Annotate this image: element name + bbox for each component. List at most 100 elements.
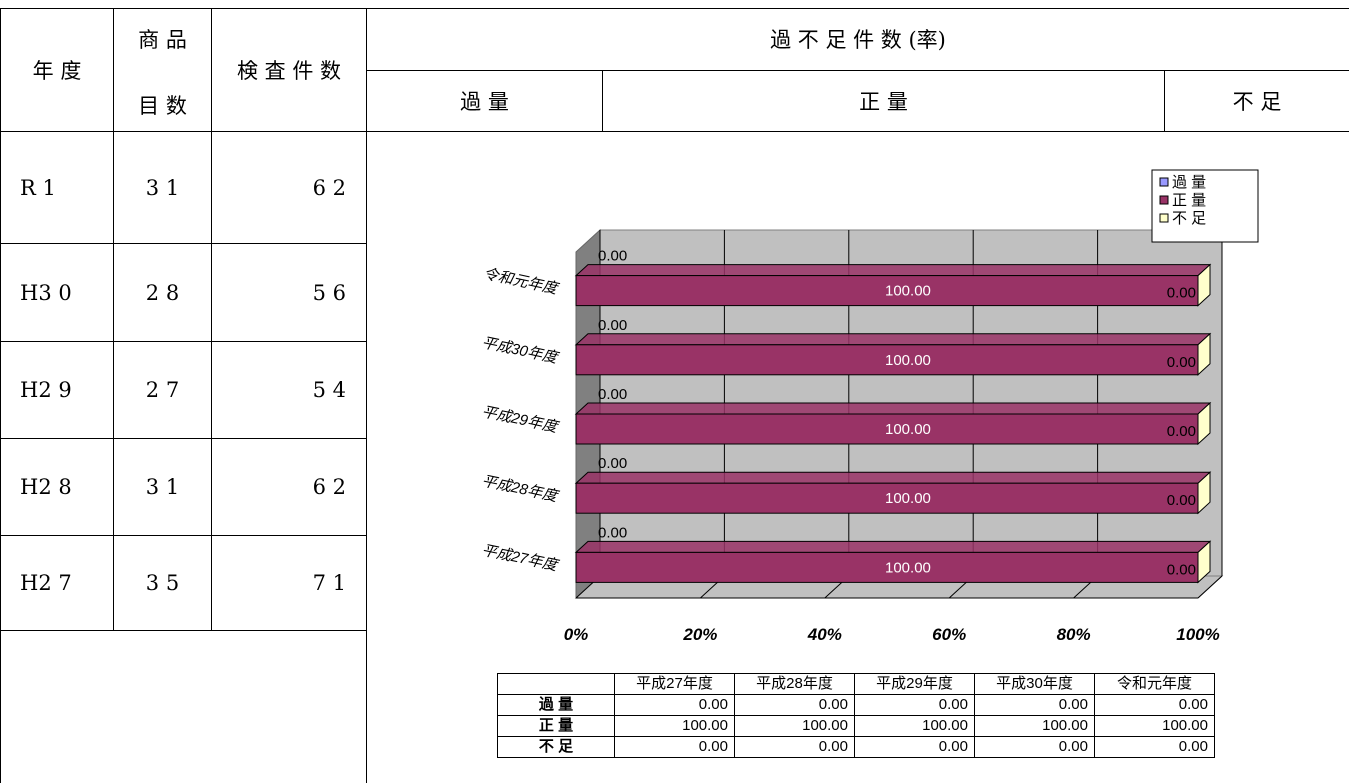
bar-end-face bbox=[1197, 540, 1211, 584]
data-label: 0.00 bbox=[1167, 285, 1196, 302]
cell-value: 100.00 bbox=[854, 715, 975, 737]
x-tick-label: 40% bbox=[807, 625, 842, 644]
data-label: 0.00 bbox=[598, 386, 627, 403]
cell-value: 100.00 bbox=[614, 715, 735, 737]
column-header: 平成28年度 bbox=[734, 673, 855, 695]
bar-top bbox=[574, 333, 1212, 346]
x-tick-label: 80% bbox=[1057, 625, 1091, 644]
row-items: 3 5 bbox=[145, 571, 180, 595]
data-label: 100.00 bbox=[885, 352, 931, 369]
table-row: 正 量 100.00 100.00 100.00 100.00 100.00 bbox=[497, 715, 1215, 737]
cell-value: 100.00 bbox=[974, 715, 1095, 737]
cell-value: 0.00 bbox=[1094, 736, 1215, 758]
cell-value: 100.00 bbox=[734, 715, 855, 737]
legend-swatch bbox=[1159, 213, 1169, 223]
row-year: H2 9 bbox=[20, 378, 72, 402]
header-proper: 正 量 bbox=[859, 90, 908, 114]
cell-value: 100.00 bbox=[1094, 715, 1215, 737]
legend-swatch bbox=[1159, 195, 1169, 205]
legend-label: 正 量 bbox=[1172, 192, 1206, 209]
row-items: 2 7 bbox=[145, 378, 180, 402]
legend-swatch bbox=[1159, 177, 1169, 187]
data-label: 0.00 bbox=[1167, 354, 1196, 371]
row-year: R 1 bbox=[20, 175, 56, 200]
bar-top bbox=[574, 402, 1212, 415]
legend-box bbox=[1151, 169, 1259, 243]
category-label: 平成29年度 bbox=[480, 403, 560, 436]
category-label: 平成27年度 bbox=[480, 542, 560, 575]
bar bbox=[575, 344, 1199, 376]
header-items-bottom: 目 数 bbox=[138, 94, 187, 118]
table-row: 不 足 0.00 0.00 0.00 0.00 0.00 bbox=[497, 736, 1215, 758]
row-items: 3 1 bbox=[145, 175, 180, 200]
column-header: 平成27年度 bbox=[614, 673, 735, 695]
row-items: 3 1 bbox=[145, 475, 180, 499]
legend-label: 過 量 bbox=[1172, 174, 1206, 191]
column-header: 平成30年度 bbox=[974, 673, 1095, 695]
bar-top bbox=[574, 540, 1212, 553]
column-header: 平成29年度 bbox=[854, 673, 975, 695]
header-inspections: 検 査 件 数 bbox=[236, 58, 342, 83]
cell-value: 0.00 bbox=[734, 694, 855, 716]
cell-value: 0.00 bbox=[854, 736, 975, 758]
row-inspections: 6 2 bbox=[312, 175, 346, 200]
data-label: 0.00 bbox=[598, 317, 627, 334]
bar bbox=[575, 413, 1199, 445]
x-tick-label: 100% bbox=[1176, 625, 1219, 644]
row-label: 過 量 bbox=[497, 694, 615, 716]
cell-value: 0.00 bbox=[854, 694, 975, 716]
bar-top bbox=[574, 471, 1212, 484]
bar bbox=[575, 482, 1199, 514]
cell-value: 0.00 bbox=[974, 736, 1095, 758]
bar-end-face bbox=[1197, 263, 1211, 307]
data-label: 100.00 bbox=[885, 490, 931, 507]
category-label: 平成30年度 bbox=[480, 334, 560, 367]
chart-data-table: 平成27年度 平成28年度 平成29年度 平成30年度 令和元年度 過 量 0.… bbox=[497, 673, 1215, 758]
header-year: 年 度 bbox=[32, 58, 82, 83]
row-label: 正 量 bbox=[497, 715, 615, 737]
cell-value: 0.00 bbox=[614, 694, 735, 716]
bar-end-face bbox=[1197, 332, 1211, 376]
bar bbox=[575, 275, 1199, 307]
header-short: 不 足 bbox=[1232, 90, 1282, 114]
row-year: H2 7 bbox=[20, 571, 72, 595]
header-ratio: 過 不 足 件 数 (率) bbox=[770, 28, 946, 52]
category-label: 平成28年度 bbox=[480, 473, 560, 506]
row-items: 2 8 bbox=[145, 280, 180, 305]
x-tick-label: 20% bbox=[682, 625, 717, 644]
bar-end-face bbox=[1197, 471, 1211, 515]
row-inspections: 5 4 bbox=[312, 378, 346, 402]
cell-value: 0.00 bbox=[734, 736, 855, 758]
table-row: 平成27年度 平成28年度 平成29年度 平成30年度 令和元年度 bbox=[497, 673, 1215, 695]
data-label: 0.00 bbox=[1167, 492, 1196, 509]
cell-value: 0.00 bbox=[1094, 694, 1215, 716]
row-inspections: 5 6 bbox=[312, 280, 346, 305]
row-year: H2 8 bbox=[20, 475, 72, 499]
corner-cell bbox=[497, 673, 615, 695]
row-label: 不 足 bbox=[497, 736, 615, 758]
x-tick-label: 60% bbox=[932, 625, 966, 644]
bar-end-face bbox=[1197, 401, 1211, 446]
column-header: 令和元年度 bbox=[1094, 673, 1215, 695]
data-label: 0.00 bbox=[598, 524, 627, 541]
data-label: 100.00 bbox=[885, 283, 931, 300]
row-year: H3 0 bbox=[20, 280, 72, 305]
header-items-top: 商 品 bbox=[138, 28, 187, 52]
category-label: 令和元年度 bbox=[482, 265, 561, 298]
header-over: 過 量 bbox=[460, 90, 509, 114]
data-label: 0.00 bbox=[598, 248, 627, 265]
data-label: 100.00 bbox=[885, 421, 931, 438]
data-label: 100.00 bbox=[885, 559, 931, 576]
gridline-floor bbox=[1197, 575, 1223, 599]
bar-top bbox=[574, 264, 1212, 277]
legend-label: 不 足 bbox=[1172, 210, 1206, 227]
row-inspections: 7 1 bbox=[312, 571, 346, 595]
table-row: 過 量 0.00 0.00 0.00 0.00 0.00 bbox=[497, 694, 1215, 716]
cell-value: 0.00 bbox=[974, 694, 1095, 716]
data-label: 0.00 bbox=[1167, 561, 1196, 578]
x-tick-label: 0% bbox=[564, 625, 589, 644]
data-label: 0.00 bbox=[1167, 423, 1196, 440]
cell-value: 0.00 bbox=[614, 736, 735, 758]
data-label: 0.00 bbox=[598, 455, 627, 472]
